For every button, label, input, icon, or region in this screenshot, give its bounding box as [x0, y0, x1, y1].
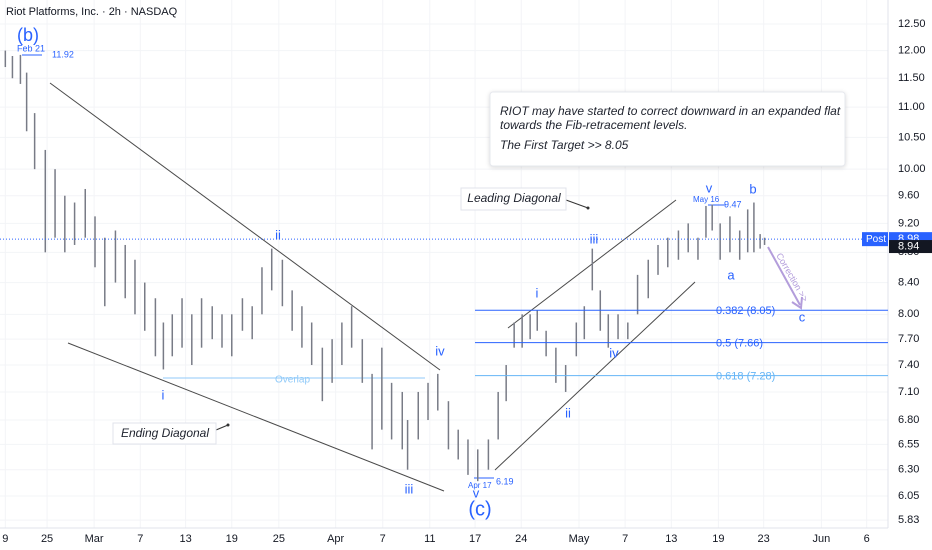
arrow: [767, 246, 801, 306]
x-tick-label: 9: [2, 533, 8, 545]
label-box: [460, 187, 567, 211]
wave-label: (c): [468, 498, 491, 520]
price-label: 11.92: [52, 49, 74, 59]
correction-label: Correction >>: [774, 251, 810, 303]
y-tick-label: 12.50: [898, 18, 926, 30]
date-label: May 16: [693, 195, 720, 204]
x-tick-label: 7: [137, 533, 143, 545]
note-text: The First Target >> 8.05: [500, 138, 629, 152]
wave-label: ii: [275, 227, 281, 242]
x-tick-label: 19: [712, 533, 724, 545]
wave-label: (b): [17, 25, 39, 45]
y-tick-label: 10.00: [898, 163, 926, 175]
wave-label: iii: [590, 231, 599, 246]
wave-label: iv: [609, 345, 619, 360]
x-tick-label: Mar: [85, 533, 104, 545]
y-tick-label: 8.40: [898, 276, 919, 288]
wave-label: v: [473, 485, 480, 500]
x-tick-label: 13: [665, 533, 677, 545]
fib-label: 0.382 (8.05): [716, 305, 775, 317]
price-badge: [889, 240, 932, 254]
pointer-dot: [226, 423, 230, 427]
x-tick-label: 17: [469, 533, 481, 545]
wave-label: v: [706, 180, 713, 195]
note-text: towards the Fib-retracement levels.: [500, 118, 687, 132]
x-tick-label: Apr: [327, 533, 344, 545]
x-tick-label: 11: [424, 533, 435, 545]
price-label: 6.19: [496, 476, 514, 486]
trend-line: [49, 82, 441, 371]
note-text: RIOT may have started to correct downwar…: [500, 104, 841, 118]
x-tick-label: 13: [179, 533, 191, 545]
y-tick-label: 6.80: [898, 414, 919, 426]
price-label: 9.47: [724, 199, 742, 209]
x-tick-label: 6: [864, 533, 870, 545]
pointer-dot: [586, 206, 590, 210]
y-tick-label: 7.40: [898, 359, 919, 371]
pattern-label: Ending Diagonal: [121, 426, 209, 440]
wave-label: i: [162, 387, 165, 402]
post-badge: [862, 232, 888, 247]
last-price: 8.94: [898, 240, 919, 252]
y-tick-label: 11.00: [898, 101, 925, 113]
y-tick-label: 6.55: [898, 438, 919, 450]
y-tick-label: 6.30: [898, 464, 919, 476]
pattern-label: Leading Diagonal: [467, 191, 561, 205]
wave-label: ii: [565, 405, 571, 420]
x-tick-label: 19: [226, 533, 238, 545]
fib-label: 0.618 (7.28): [716, 371, 775, 383]
overlap-label: Overlap: [275, 375, 310, 386]
x-tick-label: 23: [758, 533, 770, 545]
y-tick-label: 9.60: [898, 190, 919, 202]
wave-label: iv: [435, 343, 445, 358]
trend-line: [67, 342, 445, 492]
y-tick-label: 12.00: [898, 44, 926, 56]
label-box: [112, 422, 217, 445]
arrow-head: [791, 296, 803, 310]
y-tick-label: 9.20: [898, 217, 919, 229]
x-tick-label: 24: [515, 533, 527, 545]
x-tick-label: 25: [41, 533, 53, 545]
y-tick-label: 6.05: [898, 490, 919, 502]
wave-label: c: [799, 309, 806, 324]
y-tick-label: 5.83: [898, 514, 919, 526]
x-tick-label: Jun: [813, 533, 831, 545]
fib-label: 0.5 (7.66): [716, 337, 763, 349]
y-tick-label: 8.00: [898, 308, 919, 320]
pointer: [565, 199, 589, 209]
wave-label: i: [536, 285, 539, 300]
chart-title: Riot Platforms, Inc. · 2h · NASDAQ: [6, 6, 178, 18]
pointer: [215, 424, 229, 431]
wave-label: iii: [405, 481, 414, 496]
date-label: Apr 17: [468, 481, 492, 490]
date-label: Feb 21: [17, 43, 45, 53]
x-tick-label: 7: [380, 533, 386, 545]
x-tick-label: 25: [273, 533, 285, 545]
y-tick-label: 10.50: [898, 131, 926, 143]
y-tick-label: 11.50: [898, 72, 925, 84]
x-tick-label: May: [569, 533, 590, 545]
note-box: [489, 91, 846, 167]
y-tick-label: 7.70: [898, 333, 919, 345]
wave-label: a: [727, 267, 735, 282]
post-label: Post: [866, 234, 886, 245]
x-tick-label: 7: [622, 533, 628, 545]
y-tick-label: 7.10: [898, 386, 919, 398]
wave-label: b: [749, 181, 756, 196]
